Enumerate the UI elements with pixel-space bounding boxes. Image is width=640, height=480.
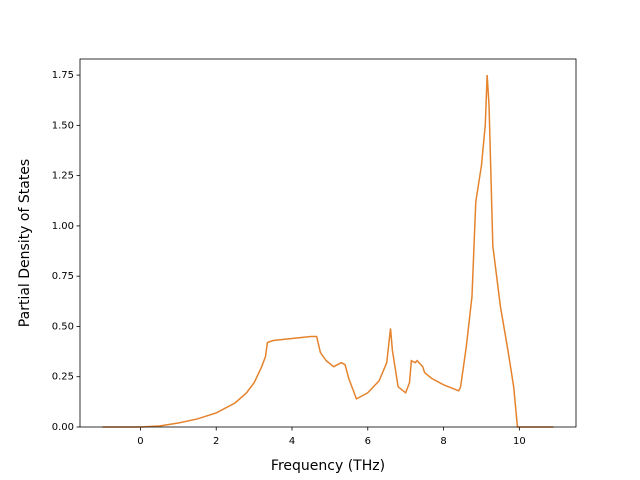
plot-frame [79, 58, 577, 428]
y-tick-label: 0.00 [52, 422, 74, 433]
x-tick-label: 4 [289, 436, 295, 447]
y-tick-label: 1.75 [52, 70, 74, 81]
line [102, 75, 554, 428]
y-tick-label: 1.00 [52, 221, 74, 232]
y-tick-label: 0.75 [52, 271, 74, 282]
x-axis-label: Frequency (THz) [271, 458, 385, 474]
y-tick-label: 0.25 [52, 372, 74, 383]
y-tick-label: 0.50 [52, 321, 74, 332]
x-tick-label: 8 [440, 436, 446, 447]
x-tick-label: 2 [213, 436, 219, 447]
y-tick-label: 1.50 [52, 120, 74, 131]
x-tick-label: 10 [513, 436, 526, 447]
x-tick-label: 0 [137, 436, 143, 447]
y-tick-label: 1.25 [52, 171, 74, 182]
x-tick-label: 6 [365, 436, 371, 447]
y-axis-label: Partial Density of States [17, 159, 33, 327]
